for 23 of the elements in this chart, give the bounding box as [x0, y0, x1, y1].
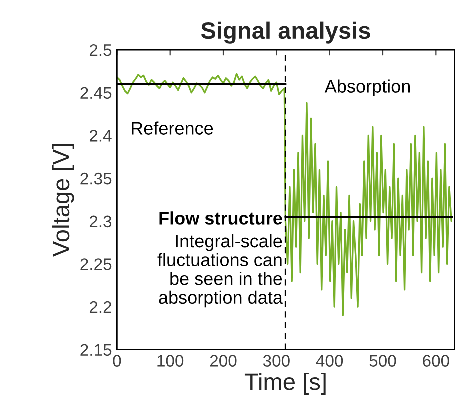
y-tick-label: 2.45	[80, 87, 112, 100]
annotation: Reference	[132, 122, 214, 135]
x-tick-label: 100	[158, 355, 184, 367]
y-tick-label: 2.5	[90, 44, 112, 56]
y-tick-label: 2.15	[80, 344, 112, 356]
x-axis-title: Time [s]	[244, 373, 326, 396]
annotation: Flow structure	[160, 212, 282, 225]
line-series	[117, 73, 452, 316]
x-tick-label: 500	[370, 355, 396, 367]
chart-title: Signal analysis	[201, 22, 370, 44]
y-tick-label: 2.3	[90, 216, 112, 228]
annotation: Integral-scale fluctuations can be seen in the absorption data	[158, 234, 283, 308]
x-tick-label: 600	[423, 355, 450, 367]
y-tick-label: 2.4	[90, 130, 112, 142]
y-tick-label: 2.25	[80, 258, 112, 270]
x-tick-label: 400	[316, 355, 344, 367]
y-tick-label: 2.2	[90, 301, 112, 314]
x-tick-label: 300	[263, 355, 290, 367]
x-tick-label: 200	[210, 355, 237, 367]
y-tick-label: 2.35	[80, 172, 112, 185]
x-tick-label: 0	[113, 355, 122, 367]
y-axis-title: Voltage [V]	[52, 144, 74, 257]
annotation: Absorption	[324, 80, 410, 97]
